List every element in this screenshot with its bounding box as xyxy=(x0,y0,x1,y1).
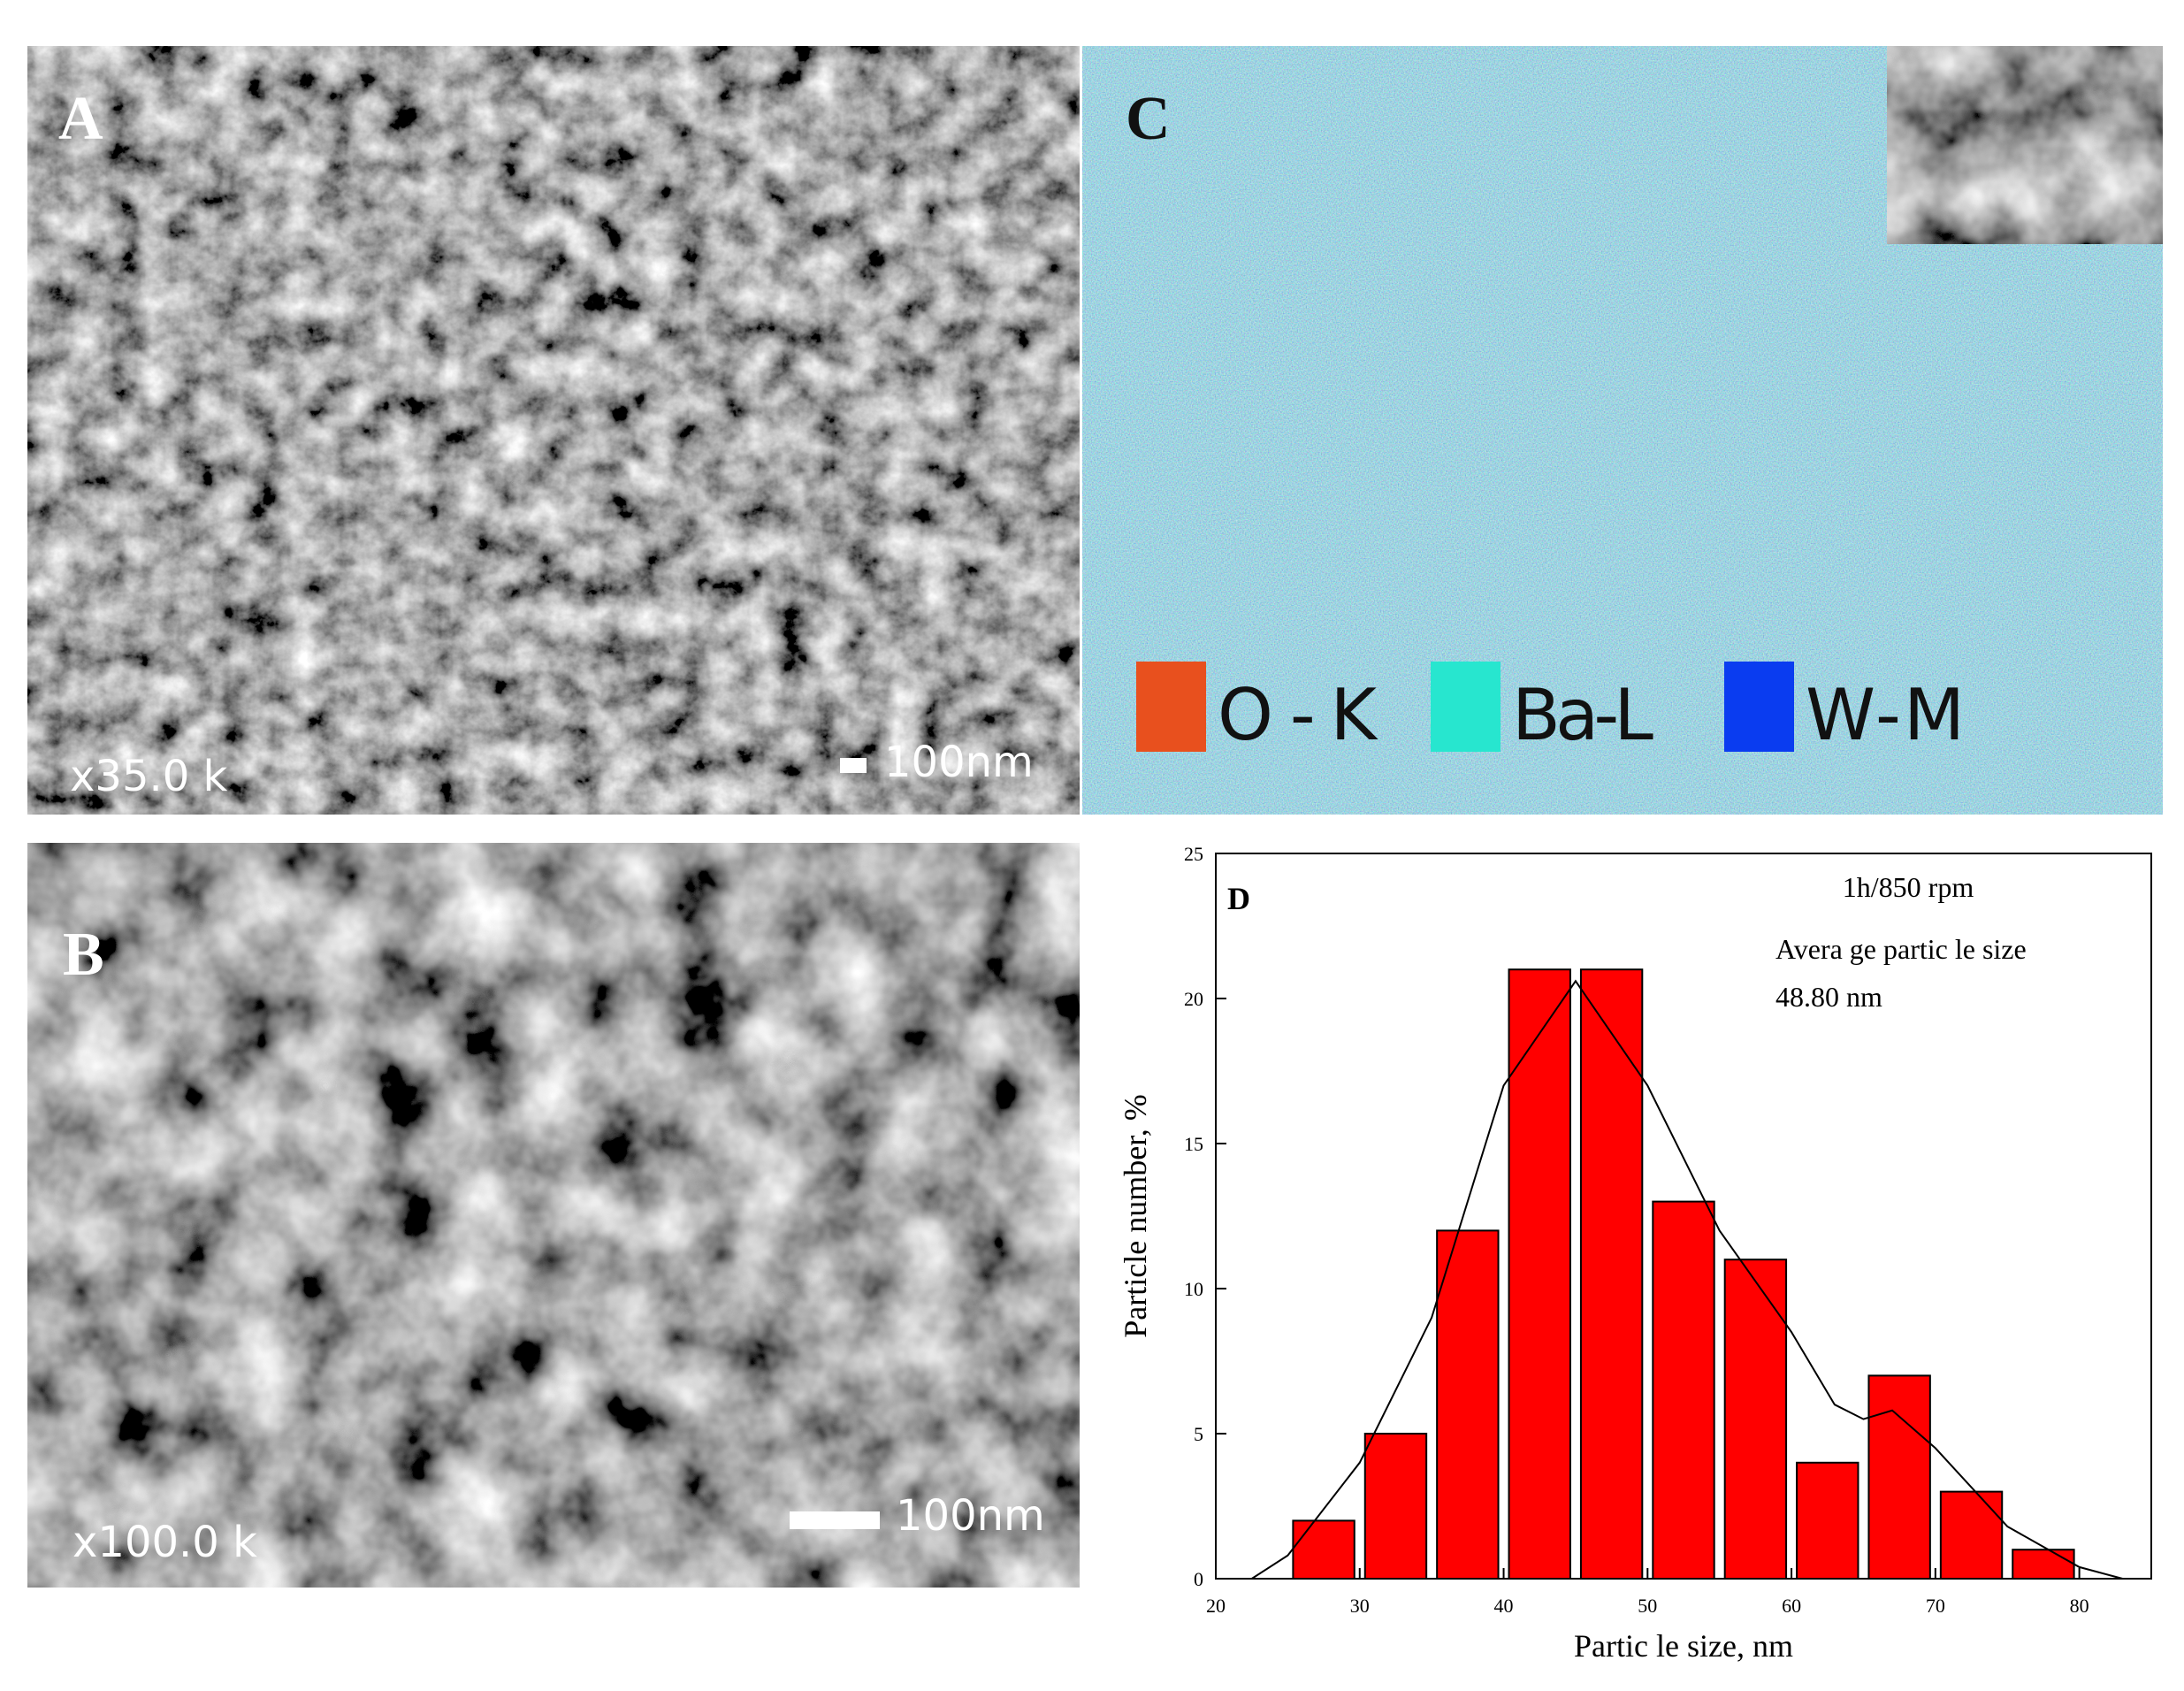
bar xyxy=(1579,968,1644,1580)
bar xyxy=(1796,1461,1859,1580)
bar xyxy=(1508,968,1571,1580)
panel-label: D xyxy=(1227,881,1250,916)
x-tick-label: 80 xyxy=(2070,1595,2089,1617)
y-tick-label: 5 xyxy=(1194,1423,1203,1445)
legend-label: W-M xyxy=(1806,674,1965,756)
plot-frame xyxy=(1215,853,2152,1580)
sem-image-b xyxy=(27,843,1080,1588)
inset-image xyxy=(1887,46,2163,244)
bar xyxy=(1292,1519,1355,1580)
panel-label: B xyxy=(63,921,104,989)
bar xyxy=(1436,1229,1500,1580)
scale-label: 100nm xyxy=(896,1491,1045,1541)
x-tick-label: 60 xyxy=(1782,1595,1801,1617)
y-axis-title: Particle number, % xyxy=(1118,1094,1153,1337)
annotation: 48.80 nm xyxy=(1775,981,1882,1013)
x-tick-label: 50 xyxy=(1638,1595,1657,1617)
legend-swatch xyxy=(1724,662,1794,752)
x-tick-label: 20 xyxy=(1206,1595,1226,1617)
bar xyxy=(1939,1490,2004,1580)
fit-curve xyxy=(1251,979,2123,1580)
legend-swatch xyxy=(1431,662,1501,752)
magnification: x100.0 k xyxy=(73,1518,257,1567)
y-tick-label: 25 xyxy=(1184,843,1203,865)
annotation: Avera ge partic le size xyxy=(1775,933,2027,965)
bar xyxy=(2012,1549,2075,1580)
bar xyxy=(1363,1433,1428,1580)
sem-image-a xyxy=(27,46,1080,815)
annotation: 1h/850 rpm xyxy=(1843,871,1974,903)
x-tick-label: 30 xyxy=(1350,1595,1370,1617)
bar xyxy=(1867,1374,1931,1580)
legend-swatch xyxy=(1136,662,1206,752)
y-tick-label: 10 xyxy=(1184,1278,1203,1300)
x-axis-title: Partic le size, nm xyxy=(1574,1628,1793,1664)
y-tick-label: 20 xyxy=(1184,988,1203,1010)
x-tick-label: 70 xyxy=(1926,1595,1945,1617)
scale-bar xyxy=(790,1511,880,1529)
legend-label: O-K xyxy=(1218,674,1379,756)
scale-label: 100nm xyxy=(884,738,1034,787)
panel-label: C xyxy=(1126,85,1171,153)
magnification: x35.0 k xyxy=(70,752,228,801)
histogram-chart: 20 30 40 50 60 70 80 0 5 10 15 20 25 Partic le size, … xyxy=(1118,843,2152,1664)
x-tick-label: 40 xyxy=(1494,1595,1514,1617)
legend: O-K Ba-L W-M xyxy=(1136,662,1965,756)
panel-label: A xyxy=(58,85,103,153)
legend-label: Ba-L xyxy=(1512,674,1653,756)
y-tick-label: 15 xyxy=(1184,1133,1203,1155)
y-tick-label: 0 xyxy=(1194,1568,1203,1590)
bar xyxy=(1723,1259,1788,1580)
scale-bar xyxy=(840,758,867,773)
bar xyxy=(1652,1200,1715,1580)
